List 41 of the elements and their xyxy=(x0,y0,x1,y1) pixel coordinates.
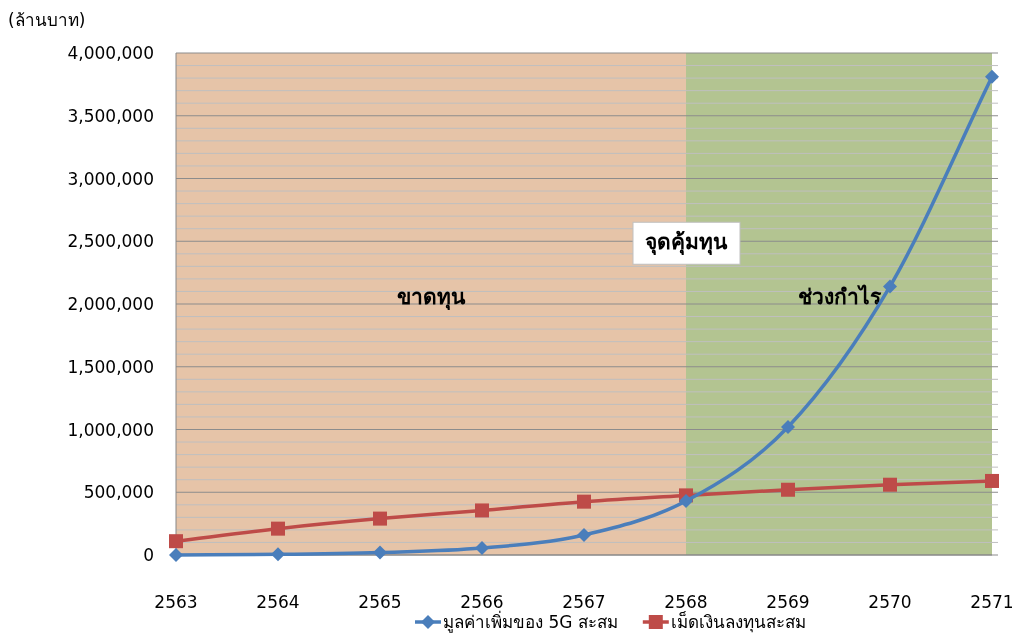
point xyxy=(373,545,387,560)
band-label: ขาดทุน xyxy=(397,285,466,311)
y-tick-label: 2,500,000 xyxy=(67,231,154,252)
y-tick-label: 500,000 xyxy=(83,482,154,503)
y-tick-label: 1,500,000 xyxy=(67,356,154,377)
point xyxy=(475,503,489,518)
point xyxy=(169,548,183,562)
point xyxy=(679,494,693,509)
point xyxy=(373,511,387,526)
annotation: จุดคุ้มทุน xyxy=(645,230,728,257)
legend-label: มูลค่าเพิ่มของ 5G สะสม xyxy=(443,610,618,633)
x-tick-label: 2571 xyxy=(970,592,1014,612)
point xyxy=(883,477,897,492)
x-tick-label: 2569 xyxy=(766,592,810,612)
y-tick-label: 0 xyxy=(143,545,154,565)
x-tick-label: 2567 xyxy=(562,592,606,612)
y-tick-label: 3,500,000 xyxy=(67,105,154,126)
band-label: ช่วงกำไร xyxy=(797,284,882,309)
x-tick-label: 2563 xyxy=(154,592,198,612)
x-tick-label: 2570 xyxy=(868,592,912,612)
point xyxy=(271,521,285,536)
point xyxy=(985,473,999,488)
y-tick-label: 3,000,000 xyxy=(67,168,154,189)
point xyxy=(475,541,489,556)
annotation: จุดคุ้มทุน xyxy=(632,221,741,265)
point xyxy=(883,279,897,294)
x-tick-label: 2564 xyxy=(256,592,300,612)
point xyxy=(781,419,795,434)
x-tick-label: 2568 xyxy=(664,592,708,612)
legend-label: เม็ดเงินลงทุนสะสม xyxy=(670,611,806,633)
point xyxy=(169,534,183,549)
y-axis-title: (ล้านบาท) xyxy=(8,10,86,30)
y-tick-label: 1,000,000 xyxy=(67,419,154,440)
point xyxy=(781,482,795,497)
point xyxy=(985,69,999,84)
x-tick-label: 2565 xyxy=(358,592,402,612)
y-tick-label: 4,000,000 xyxy=(67,43,154,63)
y-tick-label: 2,000,000 xyxy=(67,294,154,314)
point xyxy=(577,494,591,509)
point xyxy=(577,527,591,542)
point xyxy=(271,547,285,562)
